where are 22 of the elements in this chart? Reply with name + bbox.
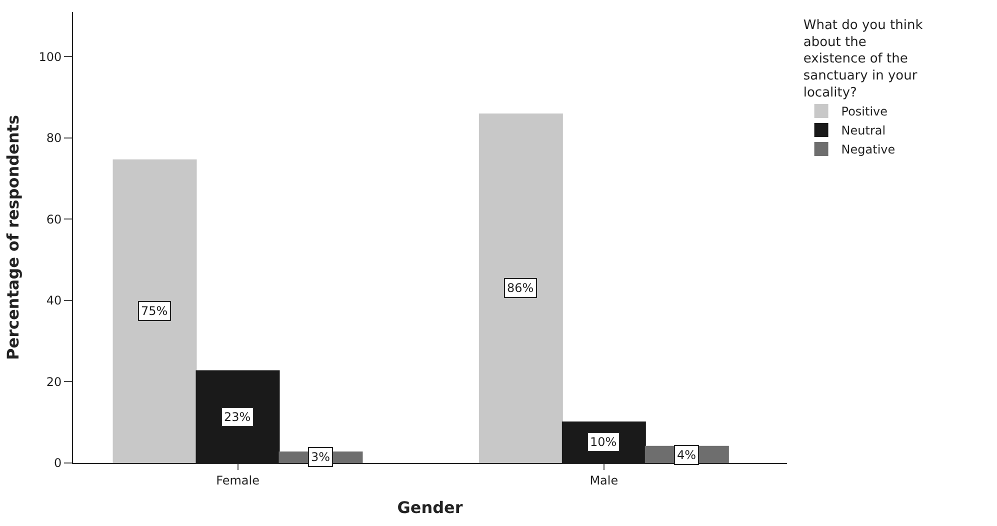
legend-title: What do you think about the existence of the sanctuary in your locality?	[803, 18, 924, 100]
data-label: 75%	[141, 304, 168, 318]
x-tick-label: Female	[216, 473, 260, 488]
y-tick-label: 0	[54, 456, 62, 470]
bar	[478, 113, 563, 463]
legend-label: Neutral	[841, 124, 886, 138]
y-tick-label: 20	[46, 374, 62, 389]
data-label: 10%	[590, 435, 617, 449]
data-label: 3%	[311, 450, 330, 464]
y-tick-label: 60	[46, 212, 62, 226]
data-label: 23%	[224, 410, 251, 424]
x-tick-label: Male	[590, 473, 618, 488]
data-label: 86%	[507, 281, 534, 295]
y-tick-label: 80	[46, 131, 62, 146]
legend-label: Positive	[841, 104, 888, 119]
x-axis-title: Gender	[397, 498, 463, 518]
data-label: 4%	[677, 448, 696, 462]
y-tick-label: 40	[46, 294, 62, 308]
y-axis-title: Percentage of respondents	[4, 114, 23, 360]
bar	[112, 159, 197, 463]
y-tick-label: 100	[38, 50, 62, 64]
legend-label: Negative	[841, 142, 896, 157]
